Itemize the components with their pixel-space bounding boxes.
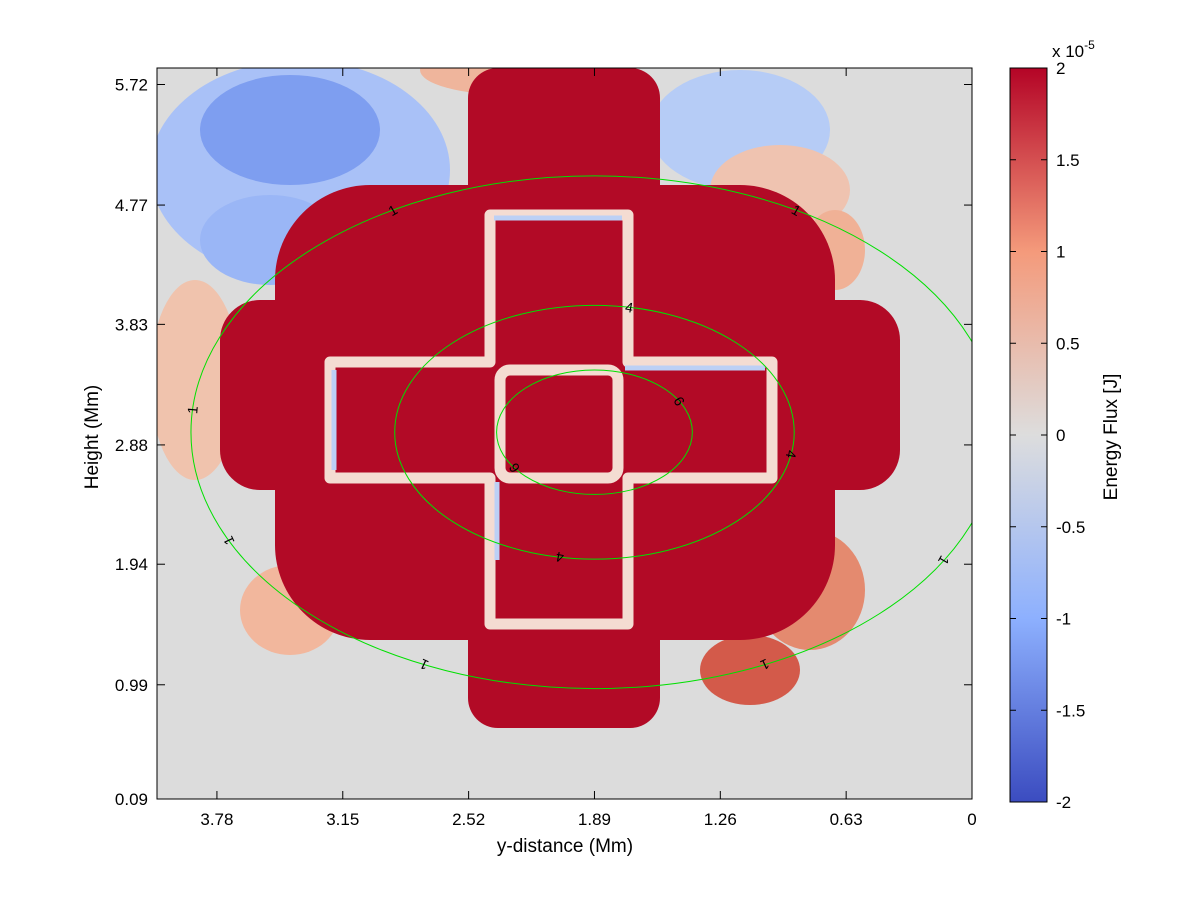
colorbar: 2 1.5 1 0.5 0 -0.5 -1 -1.5 -2 x 10-5 Energy Flux… bbox=[1009, 38, 1122, 812]
contour-line-6 bbox=[496, 369, 693, 495]
colorbar-tick-label: -0.5 bbox=[1056, 518, 1085, 537]
contour-label: 4 bbox=[783, 449, 800, 460]
colorbar-tick-label: -1.5 bbox=[1056, 701, 1085, 720]
colorbar-gradient bbox=[1009, 67, 1048, 803]
heatmap-high-region bbox=[220, 68, 900, 728]
heatmap-red-blob bbox=[700, 635, 800, 705]
y-axis-ticks: 5.72 4.77 3.83 2.88 1.94 0.99 0.09 bbox=[115, 75, 972, 809]
x-tick-label: 3.78 bbox=[200, 810, 233, 829]
colorbar-tick-label: 1 bbox=[1056, 243, 1065, 262]
contour-line-1 bbox=[190, 175, 972, 690]
colorbar-tick-label: -1 bbox=[1056, 610, 1071, 629]
colorbar-exponent: -5 bbox=[1084, 38, 1095, 52]
y-tick-label: 1.94 bbox=[115, 555, 148, 574]
x-axis-label: y-distance (Mm) bbox=[497, 836, 633, 857]
colorbar-tick-label: 1.5 bbox=[1056, 151, 1080, 170]
colorbar-tick-label: 0.5 bbox=[1056, 334, 1080, 353]
contour-label: 1 bbox=[184, 405, 201, 414]
y-axis-label: Height (Mm) bbox=[82, 385, 103, 490]
y-tick-label: 2.88 bbox=[115, 436, 148, 455]
x-tick-label: 3.15 bbox=[326, 810, 359, 829]
x-tick-label: 1.89 bbox=[578, 810, 611, 829]
heatmap-field bbox=[157, 68, 972, 799]
heatmap-inner-ring bbox=[324, 209, 778, 630]
contour-label: 4 bbox=[624, 299, 635, 316]
colorbar-multiplier: x 10-5 bbox=[1052, 38, 1095, 61]
contour-label: 4 bbox=[554, 549, 565, 566]
colorbar-tick-label: 0 bbox=[1056, 426, 1065, 445]
contour-label: 1 bbox=[988, 405, 1005, 414]
y-tick-label: 4.77 bbox=[115, 196, 148, 215]
contour-line-4 bbox=[394, 304, 795, 560]
colorbar-tick-label: 2 bbox=[1056, 59, 1065, 78]
x-tick-label: 2.52 bbox=[452, 810, 485, 829]
y-tick-label: 5.72 bbox=[115, 75, 148, 94]
colorbar-label: Energy Flux [J] bbox=[1101, 374, 1122, 501]
x-axis-ticks: 3.78 3.15 2.52 1.89 1.26 0.63 0 bbox=[200, 68, 977, 829]
y-tick-label: 0.09 bbox=[115, 790, 148, 809]
y-tick-label: 0.99 bbox=[115, 676, 148, 695]
y-tick-label: 3.83 bbox=[115, 315, 148, 334]
x-tick-label: 0.63 bbox=[830, 810, 863, 829]
heatmap-inner-blue-accents bbox=[331, 215, 765, 560]
x-tick-label: 1.26 bbox=[704, 810, 737, 829]
colorbar-tick-label: -2 bbox=[1056, 793, 1071, 812]
x-tick-label: 0 bbox=[967, 810, 976, 829]
heatmap-blue-blob bbox=[200, 75, 380, 185]
heatmap-red-blob bbox=[157, 280, 240, 480]
colorbar-ticks: 2 1.5 1 0.5 0 -0.5 -1 -1.5 -2 bbox=[1010, 59, 1085, 812]
plot-frame bbox=[156, 67, 973, 800]
